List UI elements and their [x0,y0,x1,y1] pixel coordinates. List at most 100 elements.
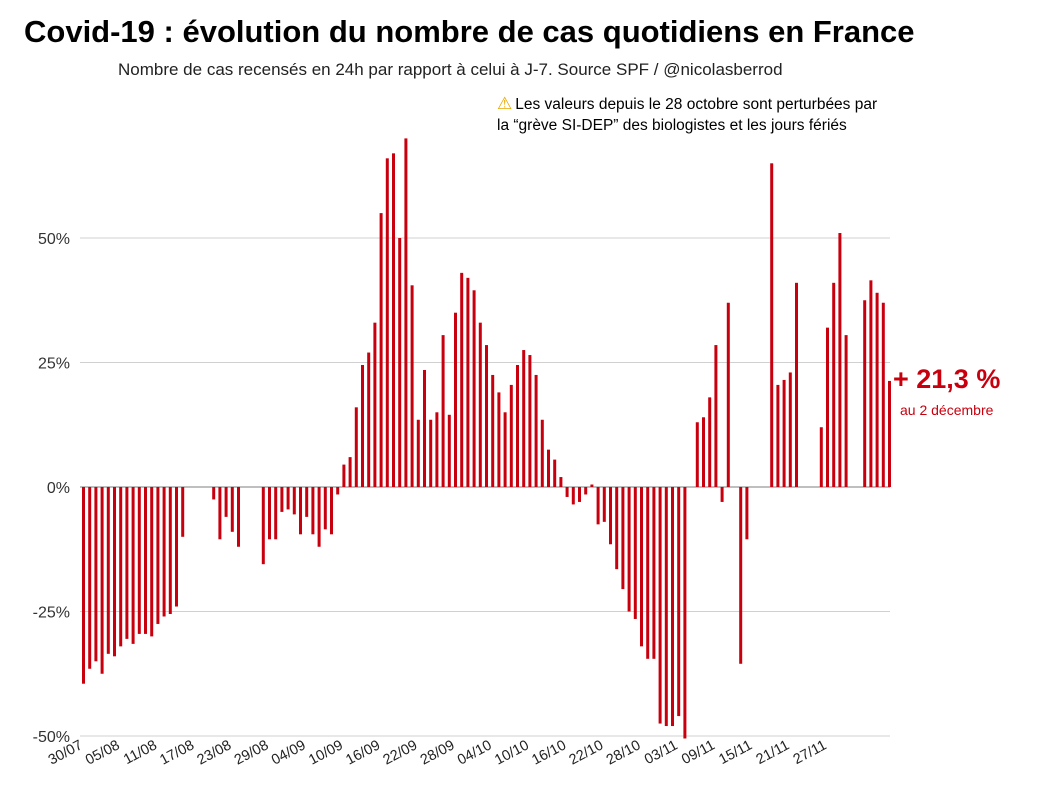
bar [305,487,309,517]
bar [144,487,147,634]
bar [615,487,619,570]
bar [770,163,774,488]
bar [280,487,284,512]
bar [745,487,749,540]
bar [82,487,85,684]
bar [292,487,296,515]
bar [100,487,104,674]
y-tick-label: 25% [38,356,70,373]
latest-value-date: au 2 décembre [900,402,994,418]
bar [509,384,513,487]
bar [392,153,395,487]
y-tick-label: 50% [38,231,70,248]
bar [268,487,271,540]
y-tick-label: 0% [47,480,70,497]
bar [534,374,538,487]
bar [578,487,581,502]
bar [708,397,712,487]
bar [671,487,674,727]
bar [466,277,470,487]
bar [125,487,129,639]
bar [441,335,445,487]
x-tick-label: 22/10 [567,737,607,768]
bar [596,487,600,525]
bar [323,487,327,530]
x-tick-label: 09/11 [679,737,718,768]
bar [373,322,377,487]
warning-line-1: Les valeurs depuis le 28 octobre sont pe… [515,96,878,113]
bar [584,487,588,495]
bar [354,407,358,487]
bar [677,487,681,717]
bar [379,213,383,487]
bar [633,487,637,619]
bar [503,412,507,487]
bar [367,352,371,487]
x-tick-label: 10/09 [306,737,346,768]
bar [181,487,185,537]
bar [547,449,550,487]
bar [640,487,643,647]
bar [416,419,420,487]
x-tick-label: 03/11 [642,737,681,768]
bar [237,487,240,547]
bar [429,419,433,487]
bar [447,414,451,487]
bar [218,487,222,540]
bar [776,384,780,487]
bar [348,457,352,487]
bar [404,138,408,487]
bar [702,417,705,487]
bar [410,285,414,487]
bar [826,327,829,487]
bar [664,487,668,727]
bar [113,487,116,657]
bar [838,233,842,487]
bar [571,487,575,505]
bar [720,487,724,502]
bar [739,487,743,664]
bar [361,364,364,487]
bar [162,487,166,617]
bar [652,487,656,659]
bar [646,487,650,659]
bar [782,379,786,487]
bar [472,290,476,487]
x-tick-label: 16/09 [343,737,383,768]
bar [224,487,228,517]
bar [119,487,123,647]
bar [311,487,315,535]
bar [156,487,160,624]
bar [385,158,389,487]
bar [460,272,464,487]
bar [330,487,333,535]
bar [726,302,730,487]
bar [609,487,612,545]
bar [714,345,718,487]
chart-title: Covid-19 : évolution du nombre de cas qu… [24,14,915,49]
bar [540,419,544,487]
bar [478,322,482,487]
x-tick-label: 04/10 [455,737,495,768]
bar [627,487,631,612]
y-axis-labels: 50% 25% 0% -25% -50% [33,231,70,746]
bar [435,412,439,487]
bar [683,487,687,739]
warning-line-2: la “grève SI-DEP” des biologistes et les… [497,117,847,134]
bar [131,487,135,644]
bar [621,487,625,590]
bar [150,487,154,637]
bar [888,380,891,487]
bar [522,350,526,487]
x-tick-label: 23/08 [195,737,235,768]
bar [559,477,563,487]
bar [94,487,98,662]
bar [398,238,402,487]
x-tick-label: 10/10 [492,737,532,768]
x-tick-label: 17/08 [157,737,197,768]
x-tick-label: 16/10 [529,737,569,768]
y-tick-label: -25% [33,605,70,622]
bar [261,487,265,565]
x-tick-label: 05/08 [83,737,123,768]
